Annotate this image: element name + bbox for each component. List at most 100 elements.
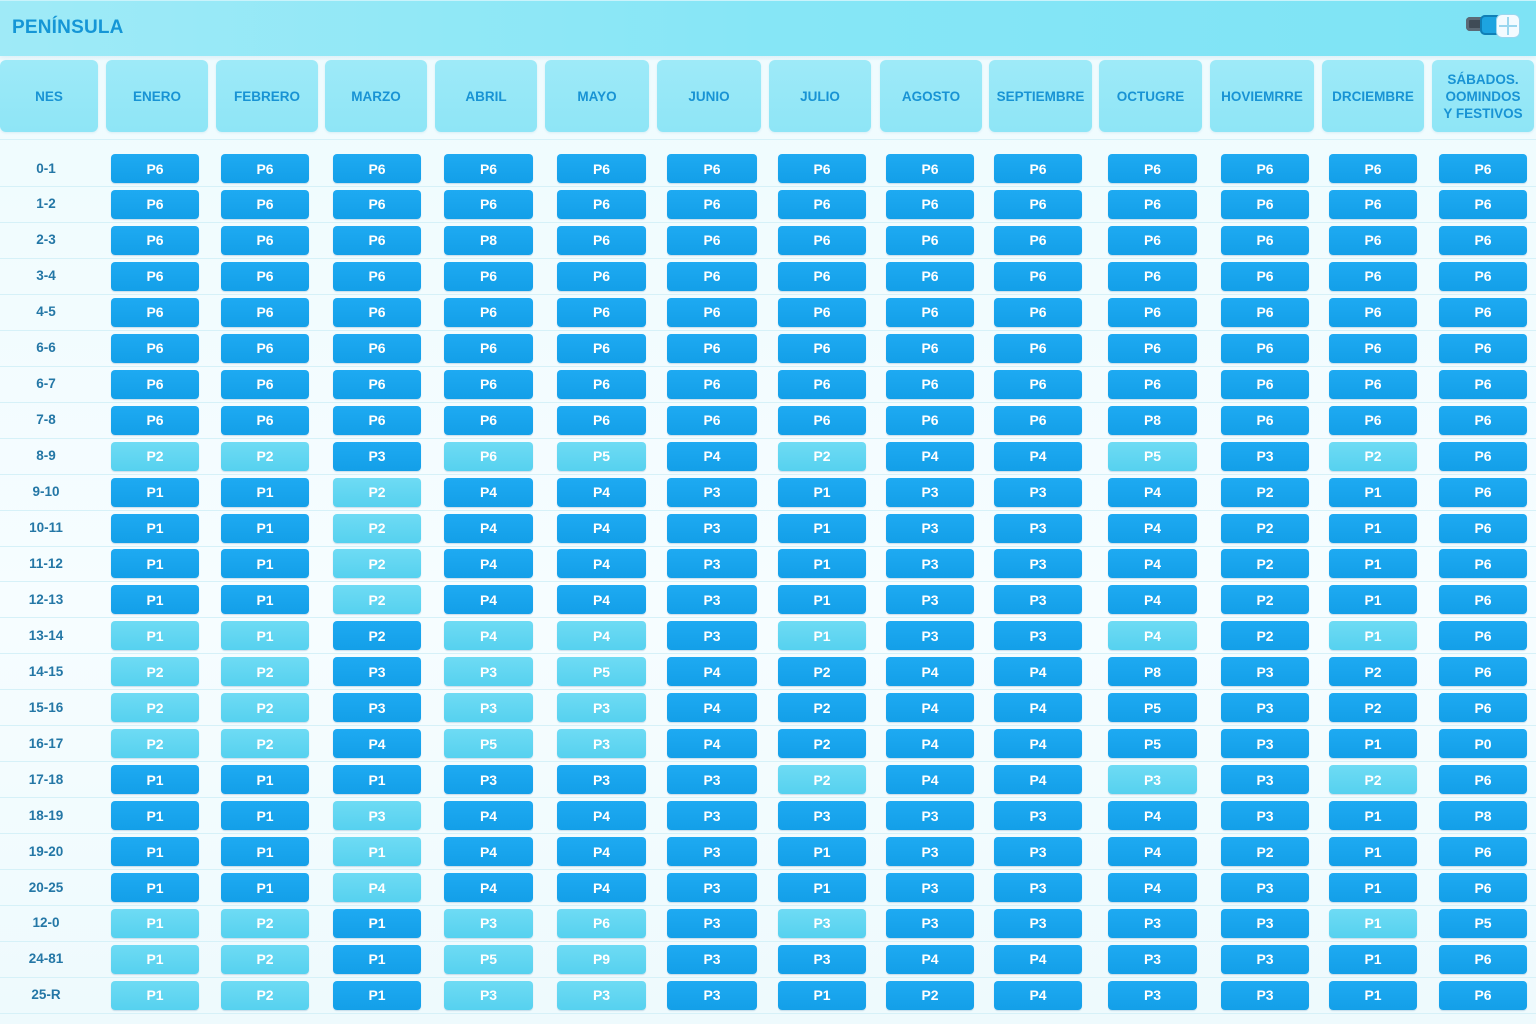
period-chip[interactable]: P4 [333,729,421,759]
period-chip[interactable]: P3 [886,585,974,615]
period-chip[interactable]: P6 [1329,225,1417,255]
period-chip[interactable]: P1 [221,513,309,543]
period-chip[interactable]: P4 [994,693,1082,723]
period-chip[interactable]: P6 [1439,873,1527,902]
period-chip[interactable]: P3 [557,765,646,795]
period-chip[interactable]: P1 [333,765,421,795]
period-chip[interactable]: P6 [667,405,757,435]
period-chip[interactable]: P3 [1221,693,1309,723]
period-chip[interactable]: P4 [1108,477,1197,507]
period-chip[interactable]: P3 [667,513,757,543]
period-chip[interactable]: P3 [886,908,974,938]
period-chip[interactable]: P1 [1329,477,1417,507]
period-chip[interactable]: P6 [1439,693,1527,723]
period-chip[interactable]: P6 [557,333,646,363]
period-chip[interactable]: P3 [557,729,646,759]
period-chip[interactable]: P6 [778,297,866,327]
period-chip[interactable]: P2 [1221,477,1309,507]
period-chip[interactable]: P6 [778,154,866,183]
period-chip[interactable]: P2 [1221,513,1309,543]
period-chip[interactable]: P1 [778,549,866,579]
period-chip[interactable]: P6 [1329,405,1417,435]
period-chip[interactable]: P6 [557,405,646,435]
period-chip[interactable]: P1 [333,837,421,867]
period-chip[interactable]: P3 [994,873,1082,902]
period-chip[interactable]: P3 [1221,657,1309,687]
period-chip[interactable]: P4 [333,873,421,902]
period-chip[interactable]: P1 [111,908,199,938]
period-chip[interactable]: P6 [333,261,421,291]
period-chip[interactable]: P5 [557,441,646,471]
period-chip[interactable]: P3 [1221,441,1309,471]
period-chip[interactable]: P2 [1221,549,1309,579]
period-chip[interactable]: P1 [778,837,866,867]
period-chip[interactable]: P3 [667,873,757,902]
period-chip[interactable]: P6 [444,369,533,399]
period-chip[interactable]: P1 [221,621,309,651]
period-chip[interactable]: P1 [1329,801,1417,831]
period-chip[interactable]: P6 [557,369,646,399]
period-chip[interactable]: P2 [1221,585,1309,615]
period-chip[interactable]: P6 [1439,333,1527,363]
period-chip[interactable]: P6 [886,333,974,363]
period-chip[interactable]: P6 [1329,297,1417,327]
period-chip[interactable]: P6 [886,261,974,291]
period-chip[interactable]: P2 [333,549,421,579]
period-chip[interactable]: P1 [221,477,309,507]
period-chip[interactable]: P3 [886,801,974,831]
period-chip[interactable]: P1 [1329,549,1417,579]
period-chip[interactable]: P6 [1439,154,1527,183]
period-chip[interactable]: P6 [444,261,533,291]
period-chip[interactable]: P6 [333,154,421,183]
period-chip[interactable]: P4 [667,441,757,471]
period-chip[interactable]: P6 [333,333,421,363]
period-chip[interactable]: P2 [886,980,974,1010]
period-chip[interactable]: P2 [778,657,866,687]
period-chip[interactable]: P3 [994,549,1082,579]
period-chip[interactable]: P6 [111,297,199,327]
period-chip[interactable]: P4 [886,944,974,974]
period-chip[interactable]: P8 [1108,405,1197,435]
period-chip[interactable]: P1 [111,621,199,651]
period-chip[interactable]: P2 [111,693,199,723]
period-chip[interactable]: P6 [778,333,866,363]
period-chip[interactable]: P6 [444,405,533,435]
period-chip[interactable]: P6 [778,405,866,435]
period-chip[interactable]: P3 [557,980,646,1010]
period-chip[interactable]: P6 [886,369,974,399]
period-chip[interactable]: P3 [667,837,757,867]
period-chip[interactable]: P2 [1329,441,1417,471]
period-chip[interactable]: P6 [557,261,646,291]
period-chip[interactable]: P3 [1221,801,1309,831]
period-chip[interactable]: P6 [1439,225,1527,255]
period-chip[interactable]: P2 [221,441,309,471]
period-chip[interactable]: P3 [333,801,421,831]
period-chip[interactable]: P6 [1439,513,1527,543]
period-chip[interactable]: P3 [778,801,866,831]
period-chip[interactable]: P1 [111,873,199,902]
period-chip[interactable]: P6 [1439,261,1527,291]
period-chip[interactable]: P1 [1329,621,1417,651]
period-chip[interactable]: P3 [1108,980,1197,1010]
period-chip[interactable]: P3 [1221,908,1309,938]
period-chip[interactable]: P6 [1329,189,1417,219]
period-chip[interactable]: P6 [667,261,757,291]
period-chip[interactable]: P9 [557,944,646,974]
period-chip[interactable]: P3 [1221,729,1309,759]
period-chip[interactable]: P2 [333,477,421,507]
period-chip[interactable]: P6 [994,369,1082,399]
period-chip[interactable]: P6 [667,189,757,219]
window-icon-grid[interactable] [1496,14,1520,38]
period-chip[interactable]: P4 [444,801,533,831]
period-chip[interactable]: P1 [221,765,309,795]
period-chip[interactable]: P3 [557,693,646,723]
period-chip[interactable]: P6 [221,154,309,183]
period-chip[interactable]: P6 [1221,154,1309,183]
period-chip[interactable]: P3 [667,765,757,795]
period-chip[interactable]: P1 [111,944,199,974]
period-chip[interactable]: P4 [557,801,646,831]
period-chip[interactable]: P4 [557,513,646,543]
period-chip[interactable]: P6 [333,369,421,399]
period-chip[interactable]: P3 [1221,765,1309,795]
period-chip[interactable]: P2 [778,441,866,471]
